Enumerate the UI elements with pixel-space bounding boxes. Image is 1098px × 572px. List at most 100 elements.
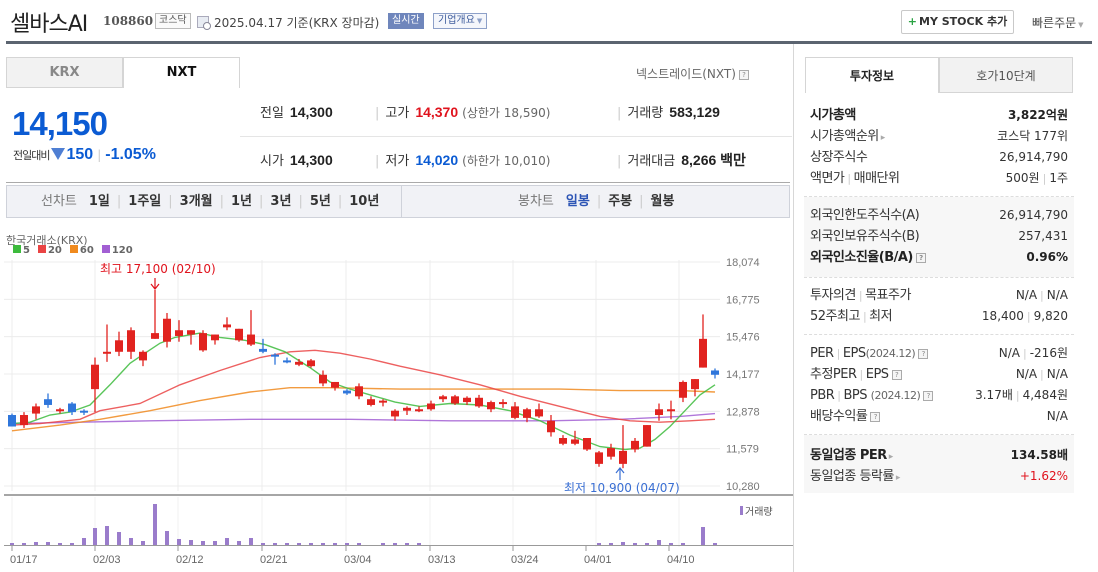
period-1d[interactable]: 1일 [88, 194, 110, 209]
help-icon[interactable]: ? [923, 390, 934, 401]
foreign-limit-row: 외국인한도주식수(A) 26,914,790 [804, 205, 1074, 226]
candle-daily[interactable]: 일봉 [565, 194, 590, 209]
volume-bar [701, 527, 705, 545]
tab-krx[interactable]: KRX [6, 57, 123, 88]
market-cap-rank-row[interactable]: 시가총액순위 ▸ 코스닥 177위 [804, 126, 1074, 147]
change-amount: 150 [66, 146, 94, 163]
row-label-a: PBR [810, 388, 835, 403]
company-overview-dropdown[interactable]: 기업개요 ▼ [433, 13, 488, 29]
industry-per-row[interactable]: 동일업종 PER ▸ 134.58배 [804, 445, 1074, 466]
volume-bar [405, 543, 409, 545]
quick-order-dropdown[interactable]: 빠른주문 ▼ [1032, 14, 1084, 31]
period-3y[interactable]: 3년 [270, 194, 292, 209]
lower-limit: (하한가 10,010) [462, 154, 551, 168]
volume-bar [681, 543, 685, 545]
volume-bar [609, 543, 613, 545]
tab-investment-info[interactable]: 투자정보 [805, 57, 939, 93]
candle-body [559, 438, 567, 444]
candle-chart-title: 봉차트 [518, 194, 554, 209]
moving-average-line [11, 412, 716, 425]
realtime-button[interactable]: 실시간 [388, 13, 424, 29]
help-icon[interactable]: ? [891, 369, 902, 380]
help-icon[interactable]: ? [738, 69, 749, 80]
candle-body [115, 340, 123, 352]
help-icon[interactable]: ? [915, 252, 926, 263]
help-icon[interactable]: ? [918, 348, 929, 359]
candle-body [331, 381, 339, 388]
candle-body [631, 440, 639, 450]
help-icon[interactable]: ? [870, 411, 881, 422]
stat-high: | 고가 14,370 (상한가 18,590) [375, 102, 550, 121]
foreign-ratio-row: 외국인소진율(B/A)? 0.96% [804, 247, 1074, 268]
candlestick-chart[interactable]: 18,074 16,775 15,476 14,177 12,878 11,579 10,2… [0, 255, 793, 572]
separator: | [97, 148, 102, 162]
row-value-b: 4,484원 [1022, 388, 1068, 402]
row-value-a: 3.17배 [975, 388, 1013, 402]
x-axis-label: 04/10 [667, 554, 695, 566]
candle-monthly[interactable]: 월봉 [650, 194, 675, 209]
row-label: 외국인한도주식수(A) [810, 208, 920, 223]
volume-bar [273, 543, 277, 545]
candle-body [271, 354, 279, 357]
add-my-stock-label: MY STOCK 추가 [919, 15, 1008, 28]
period-1w[interactable]: 1주일 [128, 194, 162, 209]
row-value: 26,914,790 [999, 208, 1068, 222]
volume-bar [321, 543, 325, 545]
candle-body [235, 328, 243, 341]
column-divider [793, 44, 794, 572]
separator: | [862, 310, 867, 323]
volume-bar [645, 543, 649, 545]
row-value: 257,431 [1018, 229, 1068, 243]
period-1y[interactable]: 1년 [231, 194, 253, 209]
period-10y[interactable]: 10년 [349, 194, 380, 209]
candle-body [223, 324, 231, 328]
candle-body [8, 415, 16, 427]
tab-order-book-10[interactable]: 호가10단계 [939, 57, 1073, 93]
stat-value: 583,129 [669, 104, 720, 120]
row-label-text: 동일업종 PER [810, 448, 887, 463]
down-arrow-icon [150, 278, 160, 290]
period-3m[interactable]: 3개월 [179, 194, 213, 209]
x-axis-label: 04/01 [584, 554, 612, 566]
candle-body [535, 409, 543, 417]
market-cap-row: 시가총액 3,822억원 [804, 105, 1074, 126]
stat-open: 시가 14,300 [260, 150, 333, 169]
row-label: 추정PER | EPS? [810, 364, 902, 385]
row-value: 코스닥 177위 [997, 129, 1068, 143]
volume-bar [657, 540, 661, 545]
pbr-bps-row: PBR | BPS (2024.12)? 3.17배 | 4,484원 [804, 385, 1074, 406]
row-label-text: 외국인소진율(B/A) [810, 250, 913, 265]
period-5y[interactable]: 5년 [309, 194, 331, 209]
stock-name: 셀바스AI [10, 12, 88, 37]
row-label-a: 액면가 [810, 171, 845, 186]
candle-body [80, 410, 88, 413]
row-label-text: 배당수익률 [810, 409, 868, 424]
x-axis-label: 02/21 [260, 554, 288, 566]
company-overview-label: 기업개요 [438, 15, 475, 26]
candle-weekly[interactable]: 주봉 [608, 194, 633, 209]
row-label: PBR | BPS (2024.12)? [810, 385, 934, 406]
volume-bar [213, 541, 217, 545]
legend-swatch [101, 245, 110, 253]
volume-bar [393, 543, 397, 545]
add-my-stock-button[interactable]: + MY STOCK 추가 [901, 10, 1014, 34]
row-value: 18,400 | 9,820 [982, 306, 1068, 327]
separator: | [858, 289, 863, 302]
row-value: N/A | -216원 [999, 343, 1068, 364]
stat-prev-close: 전일 14,300 [260, 102, 333, 121]
volume-bar [249, 538, 253, 545]
row-label-b: 최저 [869, 309, 893, 324]
volume-bar [309, 543, 313, 545]
row-label-b: 목표주가 [865, 288, 911, 303]
row-value: 3.17배 | 4,484원 [975, 385, 1068, 406]
row-label-a: PER [810, 346, 834, 361]
industry-section: 동일업종 PER ▸ 134.58배 동일업종 등락률 ▸ +1.62% [804, 435, 1074, 493]
legend-swatch [69, 245, 78, 253]
candle-body [20, 415, 28, 426]
tab-nxt[interactable]: NXT [123, 57, 240, 88]
volume-bar [10, 543, 14, 545]
stat-label: 전일 [260, 106, 284, 121]
industry-change-row[interactable]: 동일업종 등락률 ▸ +1.62% [804, 466, 1074, 487]
exchange-tabs: KRX NXT [6, 57, 240, 88]
toolbar-divider [401, 186, 402, 217]
